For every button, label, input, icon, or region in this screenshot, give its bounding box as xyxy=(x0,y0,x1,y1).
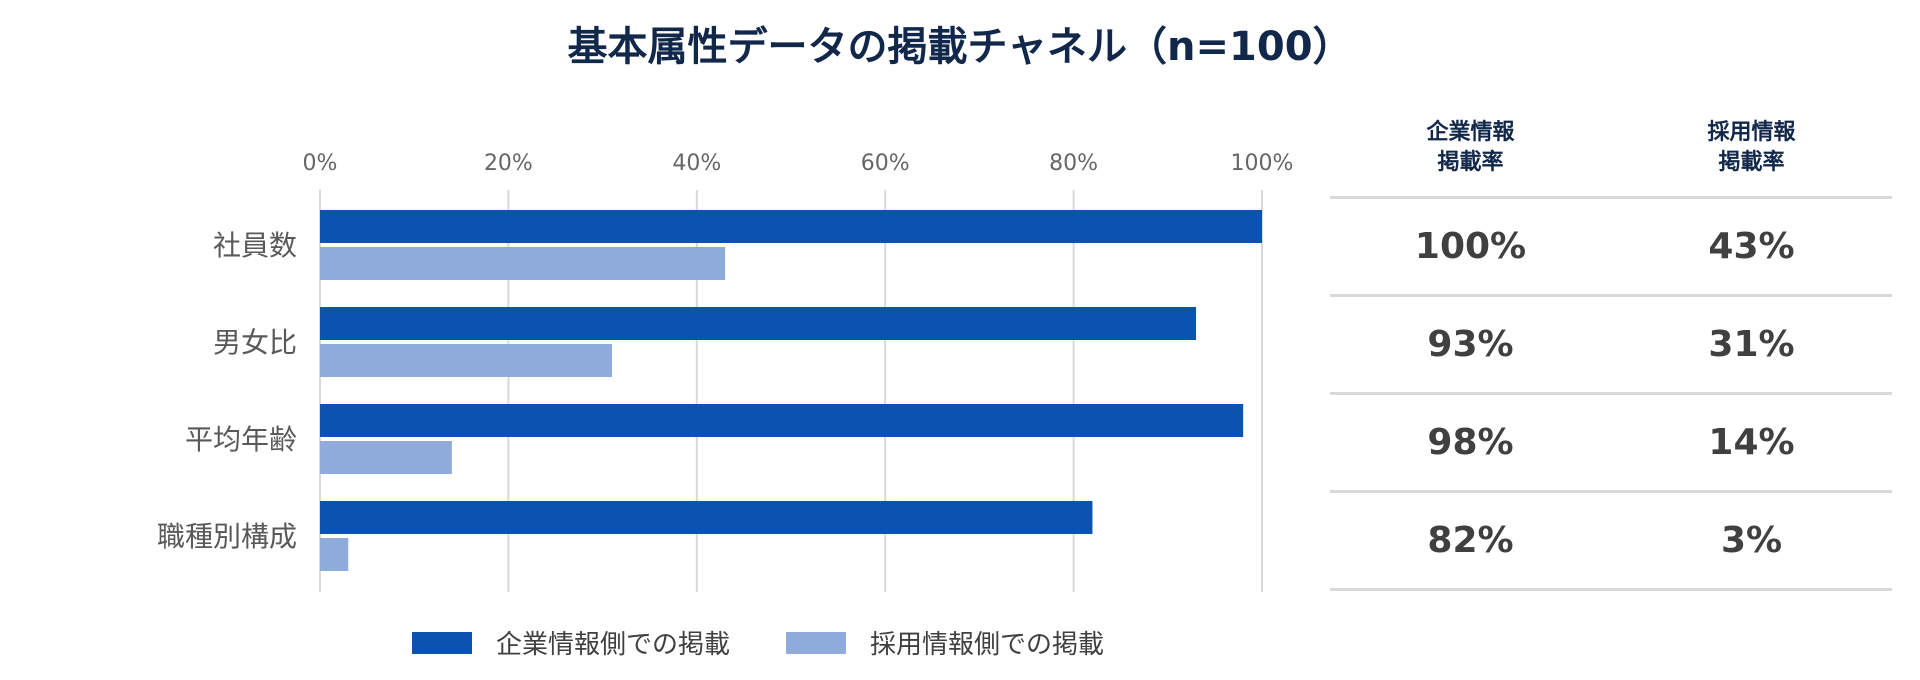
table-header-line: 企業情報 xyxy=(1426,120,1515,145)
bar-recruit xyxy=(320,441,452,474)
legend-label: 採用情報側での掲載 xyxy=(870,630,1105,660)
table-row: 93% 31% xyxy=(1330,297,1892,395)
table-header-recruit: 採用情報 掲載率 xyxy=(1611,110,1892,196)
chart-legend: 企業情報側での掲載 採用情報側での掲載 xyxy=(412,624,1160,661)
chart-title: 基本属性データの掲載チャネル（n=100） xyxy=(567,24,1353,70)
x-tick-label: 20% xyxy=(484,151,533,176)
x-tick-label: 100% xyxy=(1231,151,1294,176)
category-label: 男女比 xyxy=(213,326,297,359)
category-label: 平均年齢 xyxy=(185,423,297,456)
category-label: 職種別構成 xyxy=(157,520,297,553)
table-header-line: 掲載率 xyxy=(1718,150,1785,175)
x-tick-label: 60% xyxy=(861,151,910,176)
category-label: 社員数 xyxy=(213,229,297,262)
table-row: 100% 43% xyxy=(1330,199,1892,297)
table-cell: 82% xyxy=(1427,520,1514,561)
table-cell: 3% xyxy=(1720,520,1783,561)
legend-label: 企業情報側での掲載 xyxy=(496,630,731,660)
table-header-line: 採用情報 xyxy=(1707,120,1796,145)
legend-swatch xyxy=(786,631,847,654)
legend-swatch xyxy=(412,631,472,654)
bar-corporate xyxy=(320,501,1093,534)
x-tick-label: 0% xyxy=(303,151,338,176)
table-row: 98% 14% xyxy=(1330,395,1892,493)
bar-corporate xyxy=(320,210,1262,243)
table-cell: 31% xyxy=(1708,324,1795,365)
table-cell: 98% xyxy=(1427,422,1514,463)
x-tick-label: 80% xyxy=(1049,151,1098,176)
table-cell: 14% xyxy=(1708,422,1795,463)
table-cell: 43% xyxy=(1708,226,1795,267)
bar-recruit xyxy=(320,344,613,377)
table-cell: 100% xyxy=(1414,226,1527,267)
rate-table: 企業情報 掲載率 採用情報 掲載率 100% 43% 93% 31% 98% 1… xyxy=(1330,110,1892,591)
x-tick-label: 40% xyxy=(672,151,721,176)
bar-corporate xyxy=(320,404,1244,437)
legend-item-recruit: 採用情報側での掲載 xyxy=(786,624,1104,661)
legend-item-corporate: 企業情報側での掲載 xyxy=(412,624,730,661)
bar-recruit xyxy=(320,247,726,280)
bar-corporate xyxy=(320,307,1197,340)
table-row: 82% 3% xyxy=(1330,493,1892,591)
table-cell: 93% xyxy=(1427,324,1514,365)
table-header-row: 企業情報 掲載率 採用情報 掲載率 xyxy=(1330,110,1892,199)
bar-recruit xyxy=(320,538,349,571)
table-header-corporate: 企業情報 掲載率 xyxy=(1330,110,1611,196)
table-header-line: 掲載率 xyxy=(1437,150,1504,175)
